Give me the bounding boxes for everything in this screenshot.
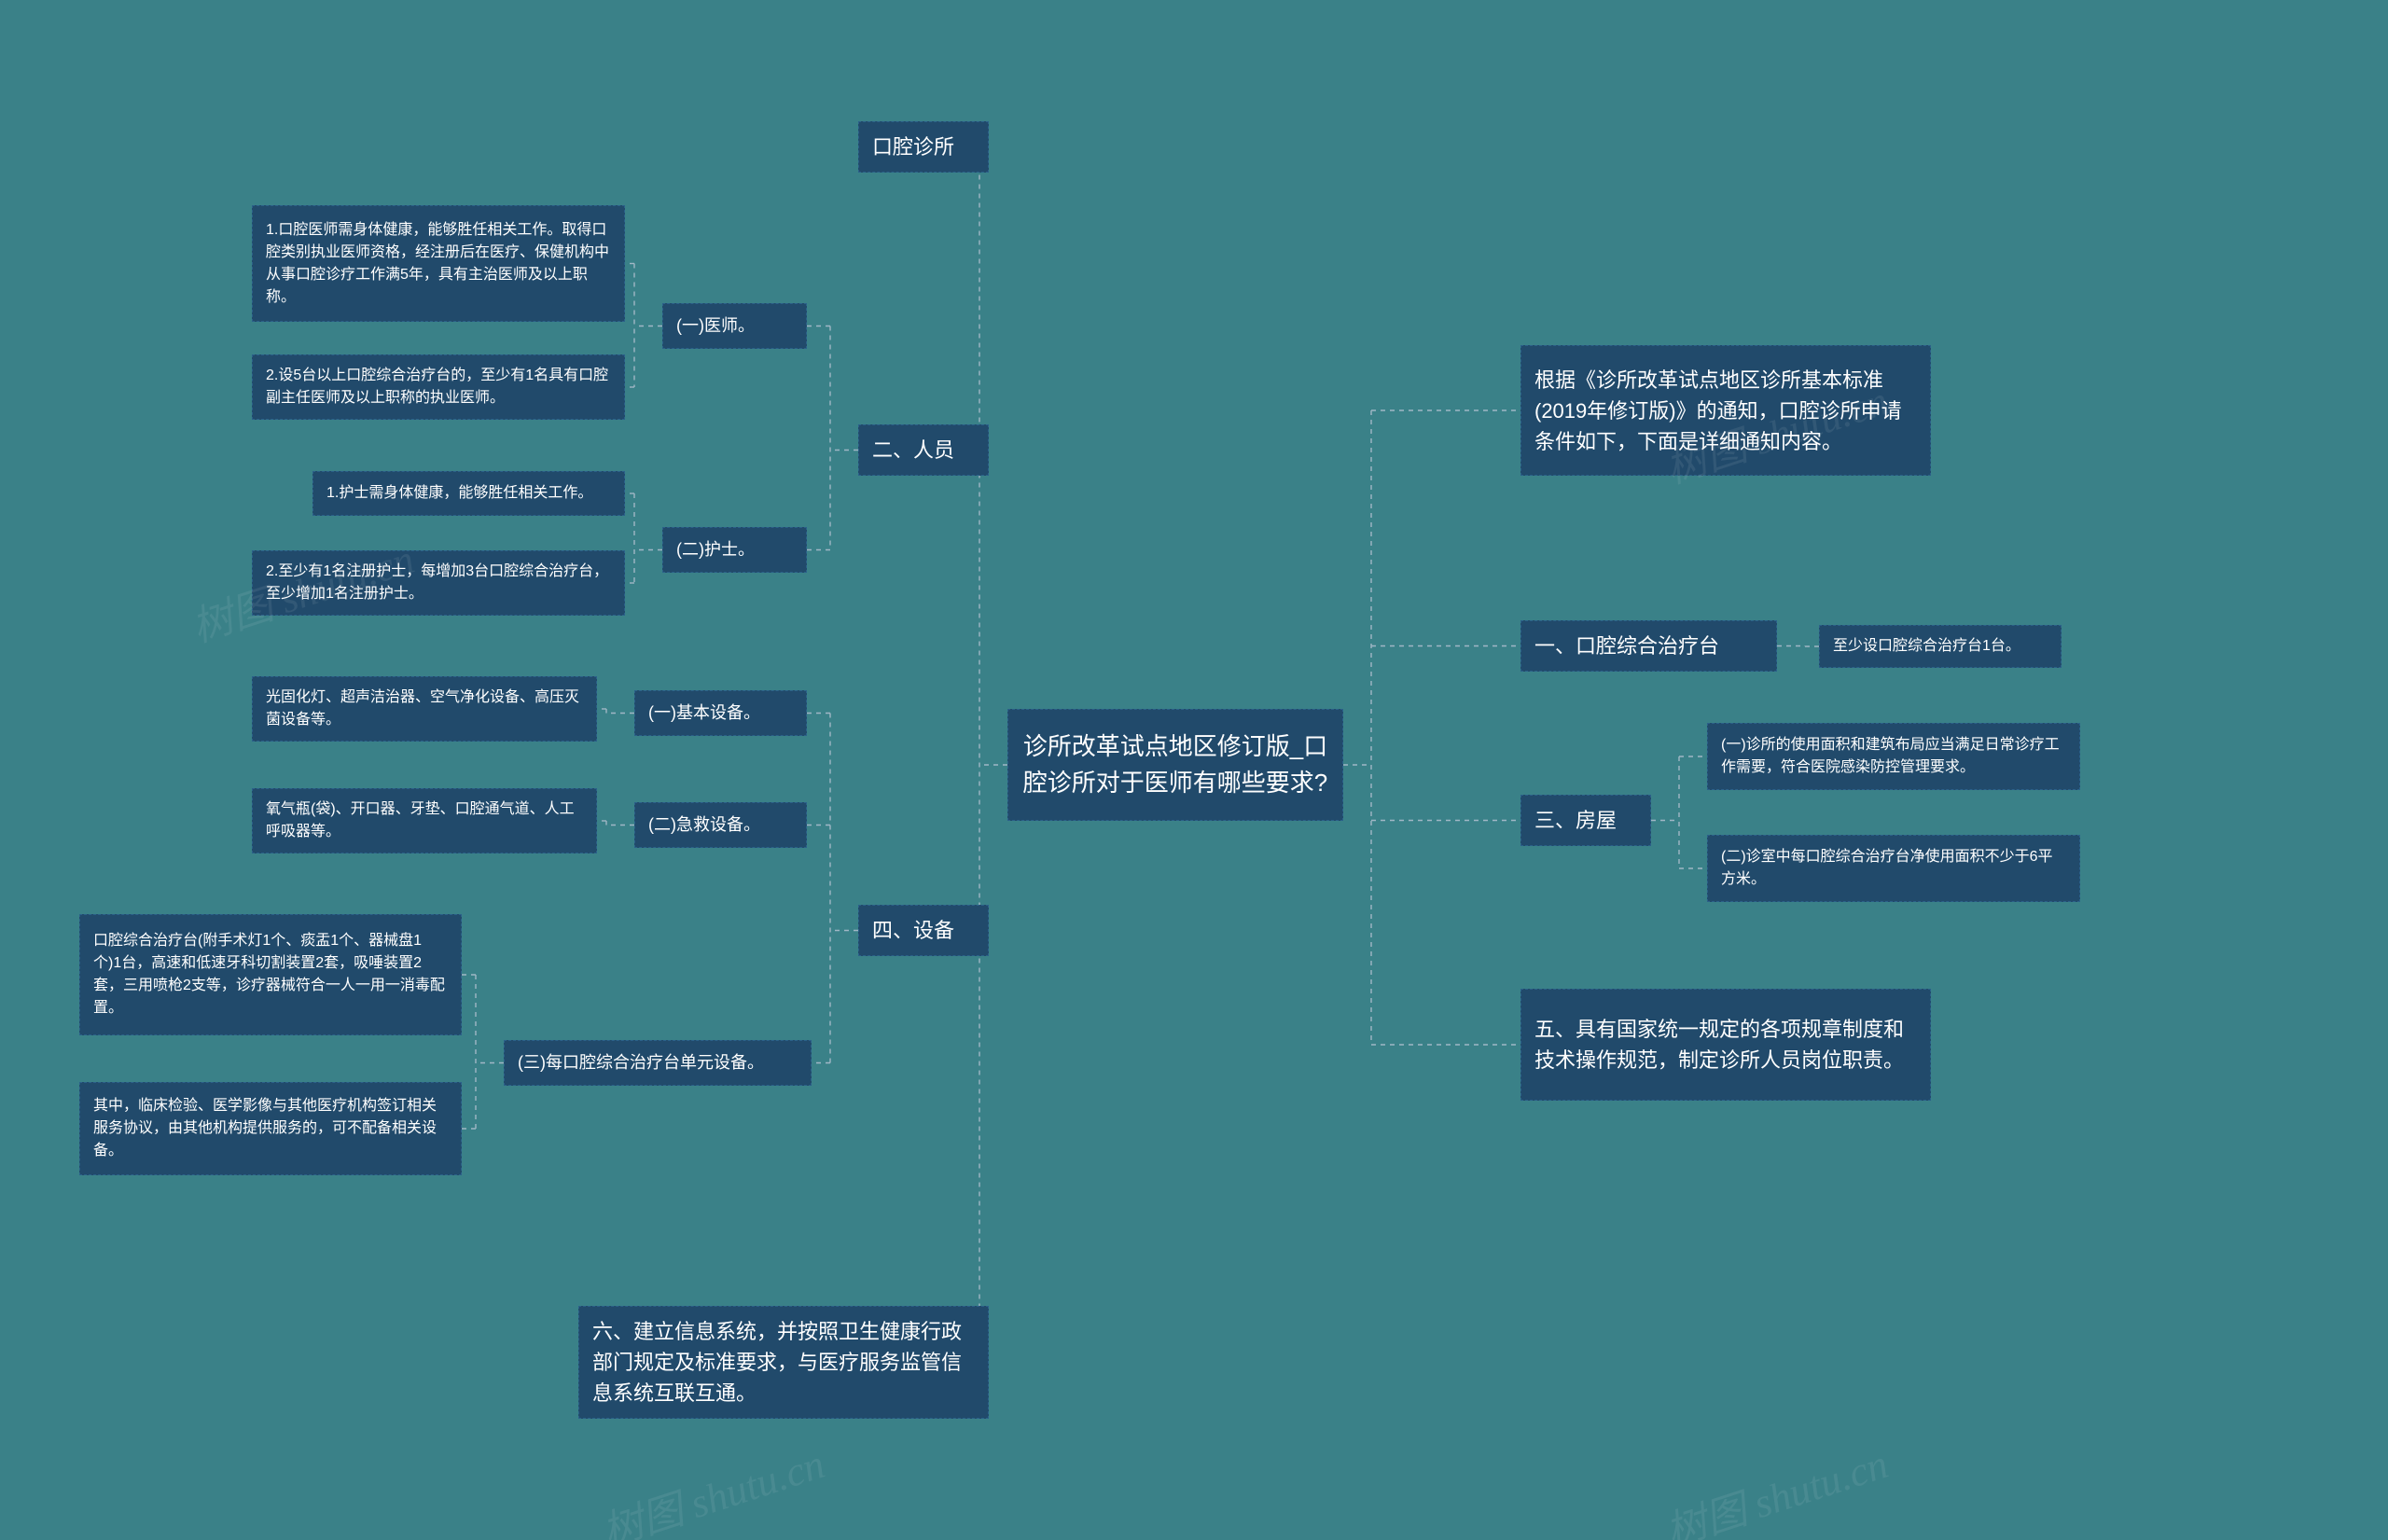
node-text: 口腔综合治疗台(附手术灯1个、痰盂1个、器械盘1个)1台，高速和低速牙科切割装置…: [93, 930, 448, 1020]
node-text: 2.设5台以上口腔综合治疗台的，至少有1名具有口腔副主任医师及以上职称的执业医师…: [266, 365, 611, 409]
node-text: 氧气瓶(袋)、开口器、牙垫、口腔通气道、人工呼吸器等。: [266, 798, 583, 843]
node-text: (二)诊室中每口腔综合治疗台净使用面积不少于6平方米。: [1721, 846, 2066, 891]
node-l1b: (二)护士。: [662, 527, 807, 573]
node-text: 六、建立信息系统，并按照卫生健康行政部门规定及标准要求，与医疗服务监管信息系统互…: [592, 1316, 975, 1408]
node-l2c1: 口腔综合治疗台(附手术灯1个、痰盂1个、器械盘1个)1台，高速和低速牙科切割装置…: [79, 914, 462, 1035]
node-text: 1.护士需身体健康，能够胜任相关工作。: [326, 482, 592, 505]
node-center: 诊所改革试点地区修订版_口腔诊所对于医师有哪些要求?: [1007, 709, 1343, 821]
node-text: 口腔诊所: [872, 132, 954, 162]
node-l1b1: 1.护士需身体健康，能够胜任相关工作。: [312, 471, 625, 516]
node-text: 至少设口腔综合治疗台1台。: [1833, 635, 2020, 658]
node-l0: 口腔诊所: [858, 121, 989, 173]
node-r3: 五、具有国家统一规定的各项规章制度和技术操作规范，制定诊所人员岗位职责。: [1520, 989, 1931, 1101]
node-text: 2.至少有1名注册护士，每增加3台口腔综合治疗台，至少增加1名注册护士。: [266, 561, 611, 605]
node-l2: 四、设备: [858, 905, 989, 956]
watermark: 树图 shutu.cn: [593, 1430, 831, 1540]
node-text: 根据《诊所改革试点地区诊所基本标准(2019年修订版)》的通知，口腔诊所申请条件…: [1534, 365, 1917, 457]
node-text: 二、人员: [872, 435, 954, 465]
mindmap-canvas: 诊所改革试点地区修订版_口腔诊所对于医师有哪些要求? 口腔诊所二、人员 (一)医师。…: [0, 0, 2388, 1540]
node-l1a2: 2.设5台以上口腔综合治疗台的，至少有1名具有口腔副主任医师及以上职称的执业医师…: [252, 354, 625, 420]
node-l2a1: 光固化灯、超声洁治器、空气净化设备、高压灭菌设备等。: [252, 676, 597, 742]
node-text: (一)医师。: [676, 313, 755, 339]
node-l2b: (二)急救设备。: [634, 802, 807, 848]
node-r2b: (二)诊室中每口腔综合治疗台净使用面积不少于6平方米。: [1707, 835, 2080, 902]
node-text: (二)护士。: [676, 537, 755, 562]
node-l3: 六、建立信息系统，并按照卫生健康行政部门规定及标准要求，与医疗服务监管信息系统互…: [578, 1306, 989, 1419]
node-text: 三、房屋: [1534, 805, 1617, 836]
node-l2a: (一)基本设备。: [634, 690, 807, 736]
node-l2b1: 氧气瓶(袋)、开口器、牙垫、口腔通气道、人工呼吸器等。: [252, 788, 597, 853]
node-r1: 一、口腔综合治疗台: [1520, 620, 1777, 672]
node-text: 其中，临床检验、医学影像与其他医疗机构签订相关服务协议，由其他机构提供服务的，可…: [93, 1095, 448, 1162]
node-r2a: (一)诊所的使用面积和建筑布局应当满足日常诊疗工作需要，符合医院感染防控管理要求…: [1707, 723, 2080, 790]
node-text: 一、口腔综合治疗台: [1534, 631, 1719, 661]
node-r2: 三、房屋: [1520, 795, 1651, 846]
node-r0: 根据《诊所改革试点地区诊所基本标准(2019年修订版)》的通知，口腔诊所申请条件…: [1520, 345, 1931, 476]
node-text: 四、设备: [872, 915, 954, 946]
node-text: 诊所改革试点地区修订版_口腔诊所对于医师有哪些要求?: [1021, 728, 1329, 801]
node-text: 光固化灯、超声洁治器、空气净化设备、高压灭菌设备等。: [266, 687, 583, 731]
node-text: (二)急救设备。: [648, 812, 760, 838]
node-text: (三)每口腔综合治疗台单元设备。: [518, 1050, 764, 1075]
node-text: (一)基本设备。: [648, 701, 760, 726]
node-text: 1.口腔医师需身体健康，能够胜任相关工作。取得口腔类别执业医师资格，经注册后在医…: [266, 219, 611, 309]
node-l1b2: 2.至少有1名注册护士，每增加3台口腔综合治疗台，至少增加1名注册护士。: [252, 550, 625, 616]
node-text: (一)诊所的使用面积和建筑布局应当满足日常诊疗工作需要，符合医院感染防控管理要求…: [1721, 734, 2066, 779]
node-l2c: (三)每口腔综合治疗台单元设备。: [504, 1040, 812, 1086]
node-l1: 二、人员: [858, 424, 989, 476]
node-l2c2: 其中，临床检验、医学影像与其他医疗机构签订相关服务协议，由其他机构提供服务的，可…: [79, 1082, 462, 1175]
node-l1a: (一)医师。: [662, 303, 807, 349]
watermark: 树图 shutu.cn: [1657, 1430, 1895, 1540]
node-r1a: 至少设口腔综合治疗台1台。: [1819, 625, 2062, 668]
node-l1a1: 1.口腔医师需身体健康，能够胜任相关工作。取得口腔类别执业医师资格，经注册后在医…: [252, 205, 625, 322]
node-text: 五、具有国家统一规定的各项规章制度和技术操作规范，制定诊所人员岗位职责。: [1534, 1014, 1917, 1075]
